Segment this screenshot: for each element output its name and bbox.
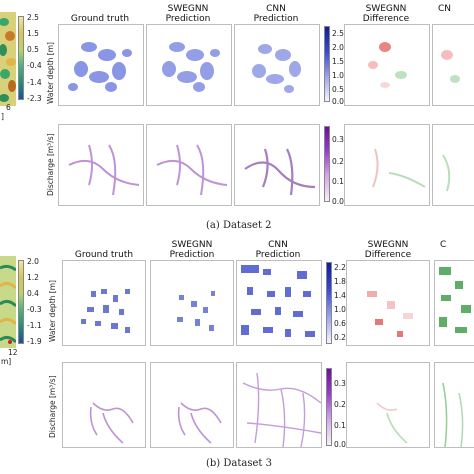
- water-depth-tick: 1.0: [334, 305, 346, 314]
- discharge-tick: 0.2: [334, 400, 346, 409]
- discharge-swegnn-difference: [344, 124, 430, 206]
- header-cnn-prediction: CNN Prediction: [255, 240, 301, 260]
- water-depth-tick: 0.2: [334, 333, 346, 342]
- water-depth-swegnn-difference: [344, 24, 430, 106]
- dem-tick: -0.4: [27, 61, 42, 70]
- dem-colorbar-dataset3: [18, 260, 24, 344]
- water-depth-swegnn-prediction: [150, 260, 234, 346]
- water-depth-tick: 1.8: [334, 277, 346, 286]
- header-swegnn-prediction: SWEGNN Prediction: [169, 240, 215, 260]
- water-depth-tick: 2.5: [332, 29, 344, 38]
- dem-tick: -0.3: [27, 305, 42, 314]
- header-swegnn-difference: SWEGNN Difference: [364, 240, 412, 260]
- water-depth-tick: 0.5: [332, 85, 344, 94]
- discharge-ground-truth: [62, 362, 146, 448]
- dem-axis-tick: 6: [6, 103, 11, 112]
- water-depth-colorbar-dataset2: [324, 26, 330, 102]
- dem-tick: -1.1: [27, 321, 42, 330]
- discharge-cnn-difference: [434, 362, 474, 448]
- dem-tick: -1.9: [27, 337, 42, 346]
- dem-tick: 0.4: [27, 289, 39, 298]
- dem-tick: 1.5: [27, 29, 39, 38]
- water-depth-label: Water depth [m]: [48, 280, 57, 342]
- water-depth-swegnn-prediction: [146, 24, 232, 106]
- discharge-ground-truth: [58, 124, 144, 206]
- discharge-tick: 0.1: [334, 421, 346, 430]
- dem-tick: 1.2: [27, 273, 39, 282]
- water-depth-colorbar-dataset3: [326, 262, 332, 344]
- dem-axis-label: ]: [1, 112, 4, 121]
- header-ground-truth: Ground truth: [74, 250, 134, 260]
- water-depth-tick: 2.2: [334, 263, 346, 272]
- discharge-swegnn-difference: [346, 362, 430, 448]
- discharge-tick: 0.1: [332, 177, 344, 186]
- discharge-label: Discharge [m³/s]: [46, 133, 55, 196]
- water-depth-tick: 0.6: [334, 319, 346, 328]
- header-swegnn-difference: SWEGNN Difference: [362, 4, 410, 24]
- header-cnn-prediction: CNN Prediction: [253, 4, 299, 24]
- dem-tick: 0.5: [27, 45, 39, 54]
- dem-axis-tick: 12: [8, 348, 18, 357]
- header-swegnn-prediction: SWEGNN Prediction: [165, 4, 211, 24]
- water-depth-cnn-difference: [434, 260, 474, 346]
- dem-tick: 2.5: [27, 13, 39, 22]
- dem-tick: -2.3: [27, 94, 42, 103]
- dem-tick: 2.0: [27, 257, 39, 266]
- header-cnn-difference: CN: [438, 4, 452, 14]
- water-depth-swegnn-difference: [346, 260, 430, 346]
- water-depth-ground-truth: [58, 24, 144, 106]
- water-depth-cnn-prediction: [234, 24, 320, 106]
- discharge-cnn-prediction: [236, 362, 322, 448]
- water-depth-tick: 1.0: [332, 71, 344, 80]
- water-depth-ground-truth: [62, 260, 146, 346]
- dem-tick: -1.4: [27, 78, 42, 87]
- discharge-cnn-difference: [432, 124, 474, 206]
- discharge-tick: 0.3: [334, 379, 346, 388]
- dem-map-dataset3: [0, 256, 16, 348]
- water-depth-tick: 1.5: [332, 57, 344, 66]
- dem-colorbar-dataset2: [18, 16, 24, 100]
- discharge-label: Discharge [m³/s]: [48, 375, 57, 438]
- discharge-tick: 0.3: [332, 135, 344, 144]
- discharge-tick: 0.2: [332, 157, 344, 166]
- water-depth-tick: 2.0: [332, 43, 344, 52]
- water-depth-cnn-prediction: [236, 260, 322, 346]
- caption-dataset3: (b) Dataset 3: [206, 458, 272, 469]
- water-depth-cnn-difference: [432, 24, 474, 106]
- discharge-cnn-prediction: [234, 124, 320, 206]
- caption-dataset2: (a) Dataset 2: [206, 220, 272, 231]
- dem-axis-label: m]: [1, 357, 12, 366]
- water-depth-label: Water depth [m]: [46, 42, 55, 104]
- dem-map-dataset2: [0, 12, 16, 106]
- discharge-colorbar-dataset3: [326, 368, 332, 446]
- discharge-colorbar-dataset2: [324, 126, 330, 202]
- discharge-tick: 0.0: [334, 440, 346, 449]
- water-depth-tick: 1.4: [334, 291, 346, 300]
- header-cnn-difference: C: [440, 240, 447, 250]
- discharge-tick: 0.0: [332, 197, 344, 206]
- discharge-swegnn-prediction: [150, 362, 234, 448]
- water-depth-tick: 0.0: [332, 97, 344, 106]
- header-ground-truth: Ground truth: [70, 14, 130, 24]
- discharge-swegnn-prediction: [146, 124, 232, 206]
